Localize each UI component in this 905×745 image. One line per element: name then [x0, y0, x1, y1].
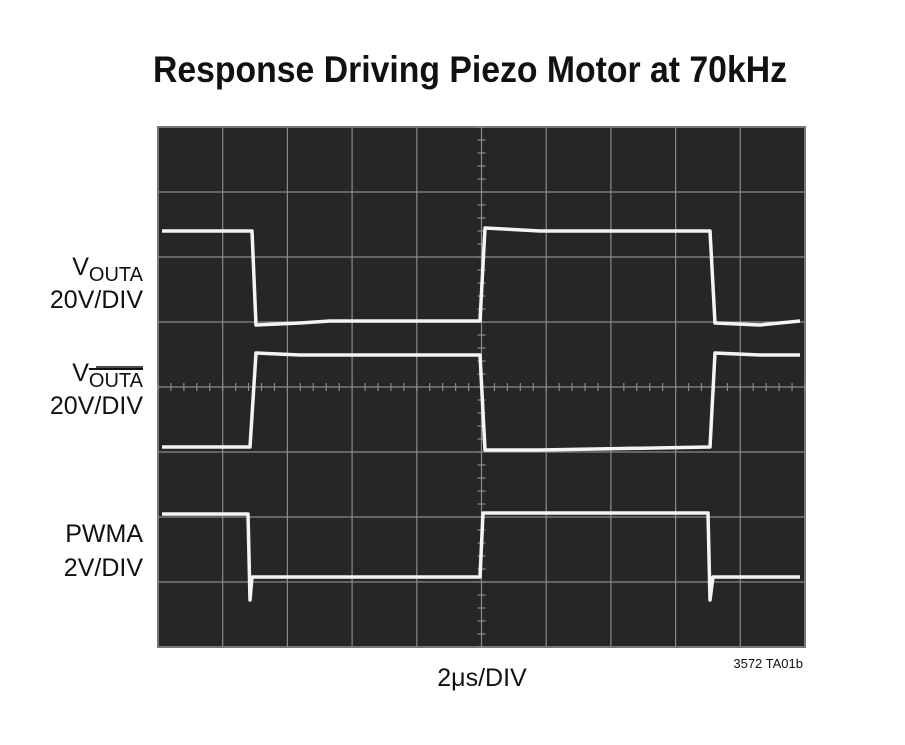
figure-id: 3572 TA01b [733, 656, 803, 671]
channel-scale: 20V/DIV [50, 286, 143, 314]
channel-subscript: OUTA [89, 264, 144, 286]
channel-label: PWMA [65, 520, 143, 548]
channel-label: VOUTA [72, 253, 143, 286]
channel-symbol: V [72, 359, 89, 387]
channel-subscript: OUTA [89, 370, 144, 392]
title: Response Driving Piezo Motor at 70kHz [153, 49, 787, 90]
x-label: 2μs/DIV [437, 664, 527, 692]
trace-vouta-bar [162, 351, 800, 452]
channel-scale: 2V/DIV [64, 554, 144, 582]
channel-label: VOUTA [72, 359, 143, 392]
grid [157, 126, 806, 648]
trace-vouta [162, 226, 801, 327]
channel-symbol: V [72, 253, 89, 281]
channel-scale: 20V/DIV [50, 392, 143, 420]
trace-pwma [162, 511, 800, 602]
